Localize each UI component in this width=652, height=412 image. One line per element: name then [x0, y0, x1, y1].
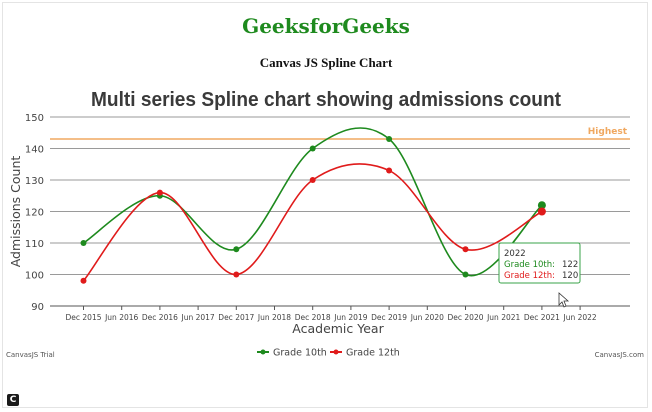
x-tick-label: Jun 2019 [333, 313, 367, 322]
trial-watermark: CanvasJS Trial [6, 351, 55, 359]
x-tick-label: Dec 2020 [448, 313, 484, 322]
tooltip-row-value: 122 [562, 260, 578, 270]
grade-12th-point[interactable] [462, 246, 469, 253]
x-tick-label: Jun 2020 [410, 313, 444, 322]
tooltip-row-label: Grade 12th: [504, 271, 555, 281]
tooltip-row-value: 120 [562, 271, 578, 281]
x-tick-label: Dec 2018 [295, 313, 331, 322]
y-tick-label: 150 [25, 113, 44, 124]
x-tick-label: Dec 2017 [218, 313, 254, 322]
grade-10th-point[interactable] [462, 271, 469, 278]
grade-10th-point[interactable] [386, 136, 393, 143]
x-tick-label: Jun 2022 [562, 313, 596, 322]
credit-link[interactable]: CanvasJS.com [594, 351, 644, 359]
x-tick-label: Dec 2016 [142, 313, 178, 322]
y-tick-label: 90 [31, 302, 44, 313]
chart-title: Multi series Spline chart showing admiss… [91, 89, 561, 111]
x-tick-label: Jun 2016 [104, 313, 138, 322]
labels-layer: Multi series Spline chart showing admiss… [8, 89, 628, 336]
grade-12th-point[interactable] [309, 177, 316, 183]
legend-grade-10th-label: Grade 10th [273, 348, 327, 359]
x-tick-label: Jun 2017 [180, 313, 214, 322]
page-subtitle: Canvas JS Spline Chart [259, 55, 393, 70]
x-tick-label: Dec 2015 [66, 313, 102, 322]
y-tick-label: 100 [25, 271, 44, 282]
grade-10th-point[interactable] [233, 246, 240, 253]
mouse-cursor-icon [558, 292, 570, 308]
legend-grade-12th-marker[interactable] [333, 349, 339, 355]
y-tick-label: 130 [25, 176, 44, 187]
x-axis-title: Academic Year [292, 321, 384, 336]
x-tick-label: Jun 2021 [486, 313, 520, 322]
grade-10th-point[interactable] [309, 145, 316, 152]
c-logo-icon: C [7, 394, 19, 406]
y-tick-label: 110 [25, 239, 44, 250]
legend-grade-10th-marker[interactable] [260, 349, 266, 355]
series-layer [80, 127, 546, 284]
y-axis-title: Admissions Count [8, 156, 23, 268]
y-tick-label: 140 [25, 145, 44, 156]
tooltip-box [498, 242, 581, 284]
tooltip-row-label: Grade 10th: [504, 260, 555, 270]
site-title: GeeksforGeeks [242, 14, 410, 38]
grade-10th-point[interactable] [80, 240, 87, 246]
highest-strip-label: Highest [588, 127, 628, 137]
y-tick-label: 120 [25, 208, 44, 219]
axes-layer [83, 306, 581, 310]
x-tick-label: Dec 2021 [524, 313, 560, 322]
grade-12th-point[interactable] [537, 207, 546, 216]
x-tick-label: Dec 2019 [371, 313, 407, 322]
grade-12th-point[interactable] [156, 189, 163, 196]
x-tick-label: Jun 2018 [257, 313, 291, 322]
grade-10th-point[interactable] [537, 201, 546, 210]
grade-12th-point[interactable] [233, 271, 240, 278]
grid-layer [50, 116, 630, 307]
grade-12th-point[interactable] [80, 277, 87, 284]
grade-12th-point[interactable] [386, 167, 393, 174]
tooltip-title: 2022 [504, 249, 526, 259]
legend-grade-12th-label: Grade 12th [346, 348, 400, 359]
legend[interactable]: Grade 10th Grade 12th [257, 348, 400, 359]
